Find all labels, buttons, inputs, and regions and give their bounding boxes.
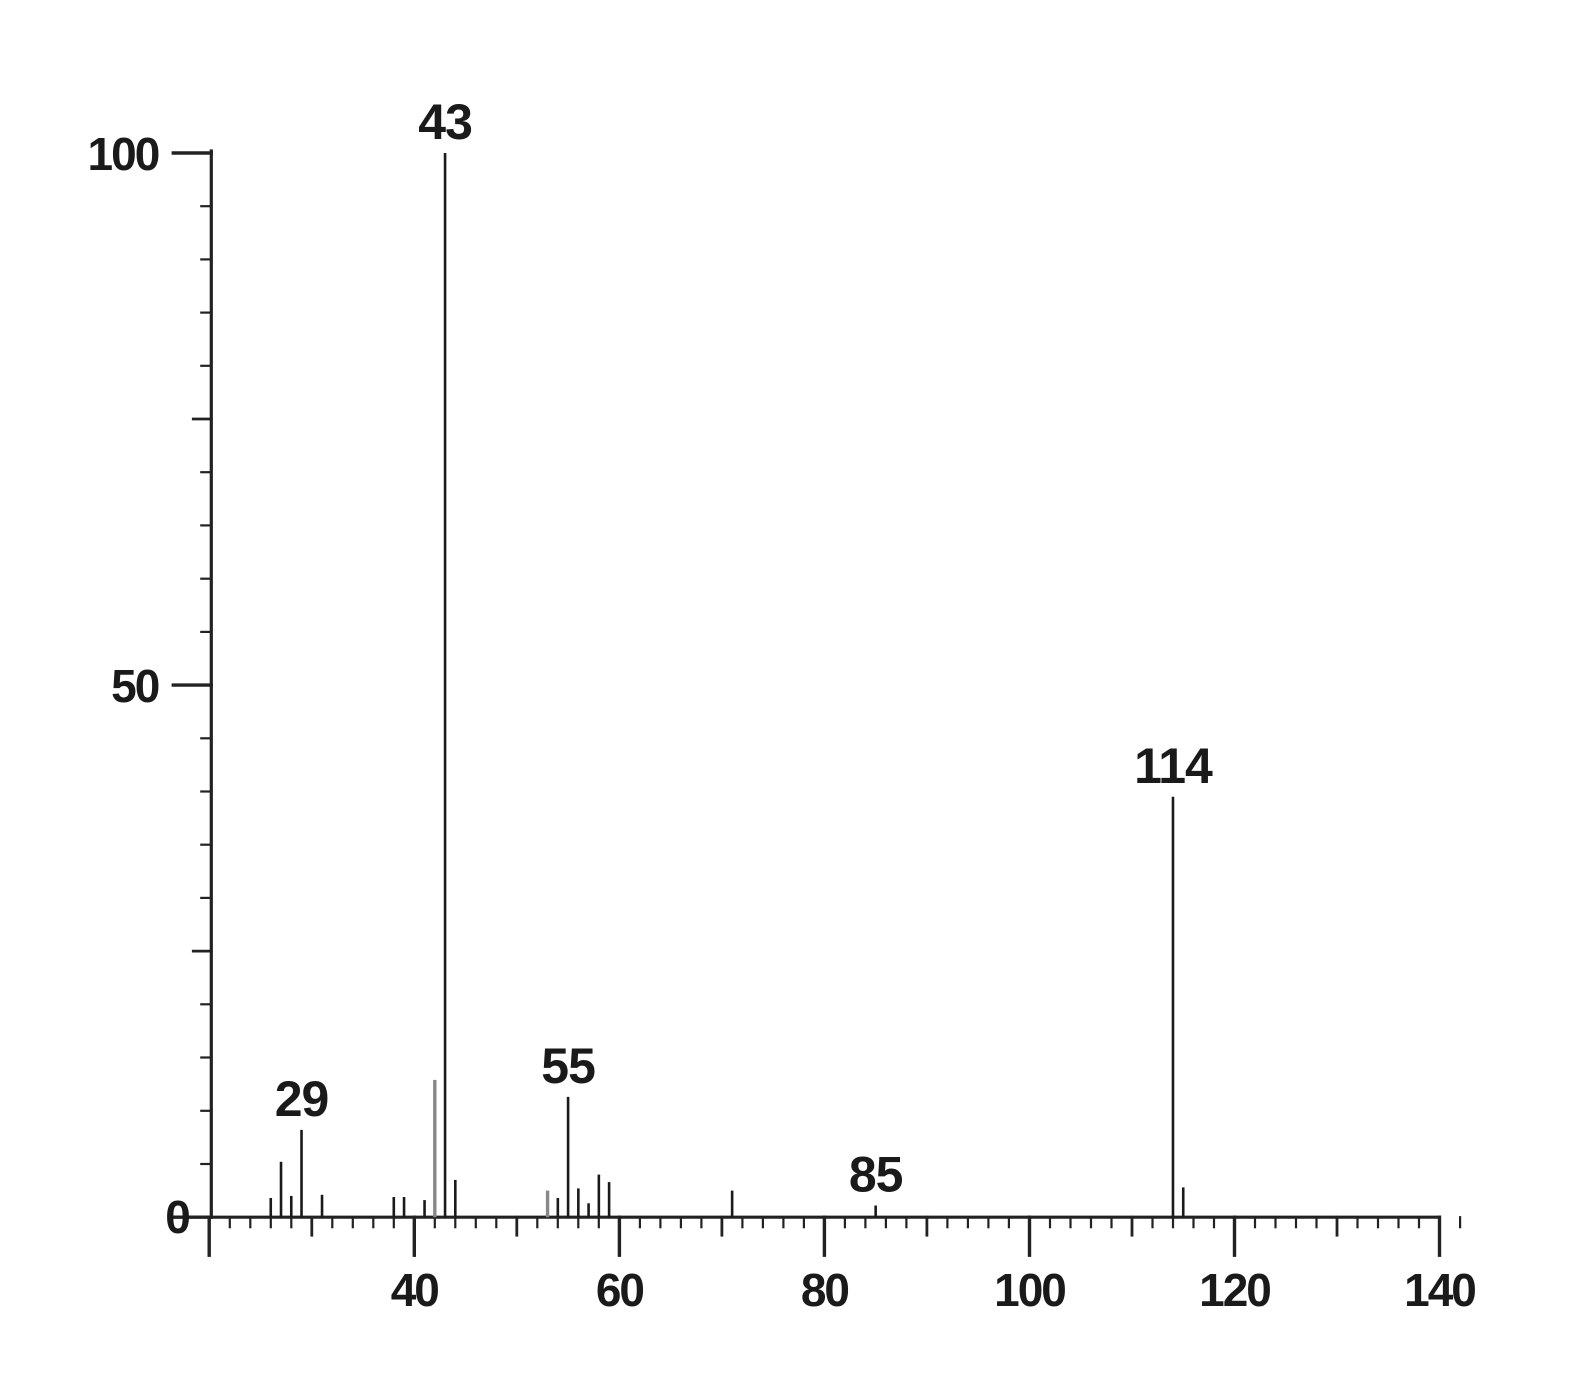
- svg-text:100: 100: [994, 1264, 1065, 1316]
- svg-text:80: 80: [801, 1264, 849, 1316]
- svg-text:0: 0: [165, 1191, 189, 1243]
- svg-text:85: 85: [849, 1147, 903, 1203]
- svg-text:120: 120: [1199, 1264, 1270, 1316]
- svg-text:60: 60: [596, 1264, 644, 1316]
- svg-text:140: 140: [1404, 1264, 1475, 1316]
- svg-text:40: 40: [391, 1264, 439, 1316]
- svg-text:55: 55: [541, 1038, 595, 1094]
- svg-text:43: 43: [418, 94, 472, 150]
- svg-text:29: 29: [275, 1071, 329, 1127]
- svg-text:100: 100: [88, 128, 159, 180]
- svg-text:50: 50: [111, 660, 159, 712]
- svg-text:114: 114: [1134, 738, 1213, 794]
